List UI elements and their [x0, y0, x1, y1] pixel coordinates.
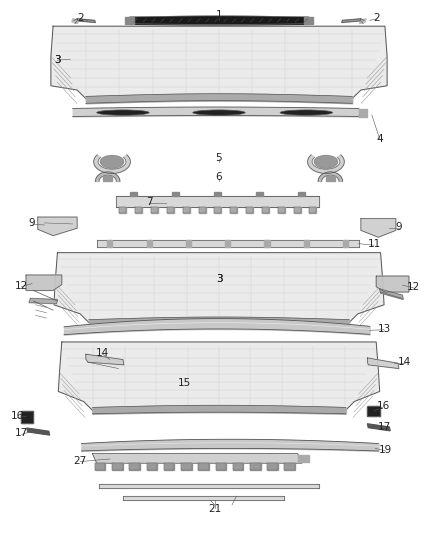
Text: 14: 14: [95, 348, 109, 358]
Text: 2: 2: [77, 13, 84, 23]
Polygon shape: [183, 207, 190, 213]
Polygon shape: [376, 276, 409, 292]
Polygon shape: [167, 207, 174, 213]
Polygon shape: [267, 463, 278, 470]
Polygon shape: [298, 191, 305, 196]
Polygon shape: [309, 207, 316, 213]
Ellipse shape: [97, 110, 149, 115]
Text: 3: 3: [54, 55, 61, 65]
Polygon shape: [95, 463, 106, 470]
Ellipse shape: [314, 155, 338, 168]
Polygon shape: [246, 207, 253, 213]
Polygon shape: [95, 172, 120, 181]
Text: 21: 21: [208, 504, 221, 514]
Polygon shape: [359, 109, 367, 117]
Polygon shape: [151, 207, 158, 213]
Text: 16: 16: [377, 401, 390, 411]
Polygon shape: [103, 176, 112, 181]
Polygon shape: [278, 207, 285, 213]
Polygon shape: [342, 19, 361, 22]
Text: 19: 19: [379, 445, 392, 455]
Polygon shape: [21, 411, 33, 423]
Polygon shape: [86, 354, 124, 365]
Polygon shape: [304, 17, 313, 24]
Polygon shape: [51, 26, 387, 101]
Polygon shape: [256, 191, 263, 196]
Polygon shape: [58, 342, 380, 411]
Polygon shape: [225, 240, 230, 247]
Polygon shape: [360, 19, 366, 23]
Polygon shape: [307, 155, 344, 173]
Text: 15: 15: [177, 378, 191, 389]
Text: 13: 13: [378, 324, 391, 334]
Polygon shape: [198, 207, 205, 213]
Text: 17: 17: [378, 422, 391, 432]
Polygon shape: [27, 428, 49, 435]
Ellipse shape: [100, 155, 124, 168]
Polygon shape: [198, 463, 209, 470]
Polygon shape: [361, 219, 396, 237]
Polygon shape: [77, 19, 95, 22]
Text: 17: 17: [15, 429, 28, 439]
Polygon shape: [181, 463, 191, 470]
Text: 2: 2: [374, 13, 380, 23]
Polygon shape: [92, 454, 302, 463]
Polygon shape: [262, 207, 269, 213]
Polygon shape: [130, 463, 140, 470]
Polygon shape: [125, 17, 134, 24]
Ellipse shape: [280, 110, 332, 115]
Polygon shape: [297, 455, 308, 462]
Polygon shape: [72, 19, 78, 23]
Text: 9: 9: [396, 222, 402, 232]
Polygon shape: [112, 463, 123, 470]
Text: 9: 9: [29, 218, 35, 228]
Text: 7: 7: [146, 197, 152, 207]
Polygon shape: [173, 191, 180, 196]
Polygon shape: [94, 155, 131, 173]
Text: 1: 1: [215, 10, 223, 20]
Polygon shape: [215, 463, 226, 470]
Polygon shape: [164, 463, 174, 470]
Text: 16: 16: [11, 411, 24, 422]
Polygon shape: [367, 358, 399, 368]
Text: 12: 12: [15, 281, 28, 290]
Ellipse shape: [193, 110, 245, 115]
Polygon shape: [26, 275, 62, 290]
Polygon shape: [215, 207, 221, 213]
Polygon shape: [293, 207, 300, 213]
Polygon shape: [54, 253, 384, 324]
Text: 3: 3: [54, 55, 61, 65]
Polygon shape: [265, 240, 270, 247]
Polygon shape: [318, 172, 343, 181]
Polygon shape: [215, 191, 221, 196]
Polygon shape: [186, 240, 191, 247]
Polygon shape: [135, 207, 142, 213]
Polygon shape: [326, 176, 335, 181]
Text: 3: 3: [215, 274, 223, 284]
Text: 5: 5: [215, 152, 223, 163]
Text: 4: 4: [376, 134, 383, 144]
Polygon shape: [120, 207, 127, 213]
Polygon shape: [147, 240, 152, 247]
Polygon shape: [147, 463, 157, 470]
Polygon shape: [230, 207, 237, 213]
Polygon shape: [343, 240, 348, 247]
Polygon shape: [29, 298, 57, 304]
Polygon shape: [380, 289, 403, 300]
Text: 14: 14: [398, 357, 411, 367]
Text: 27: 27: [74, 456, 87, 465]
Polygon shape: [367, 406, 380, 416]
Polygon shape: [131, 191, 138, 196]
Polygon shape: [367, 424, 390, 431]
Polygon shape: [107, 240, 113, 247]
Polygon shape: [250, 463, 261, 470]
Polygon shape: [304, 240, 309, 247]
Text: 12: 12: [406, 282, 420, 292]
Polygon shape: [233, 463, 243, 470]
Text: 11: 11: [367, 239, 381, 248]
Text: 3: 3: [215, 274, 223, 284]
Text: 6: 6: [215, 172, 223, 182]
Polygon shape: [285, 463, 295, 470]
Polygon shape: [38, 217, 77, 236]
